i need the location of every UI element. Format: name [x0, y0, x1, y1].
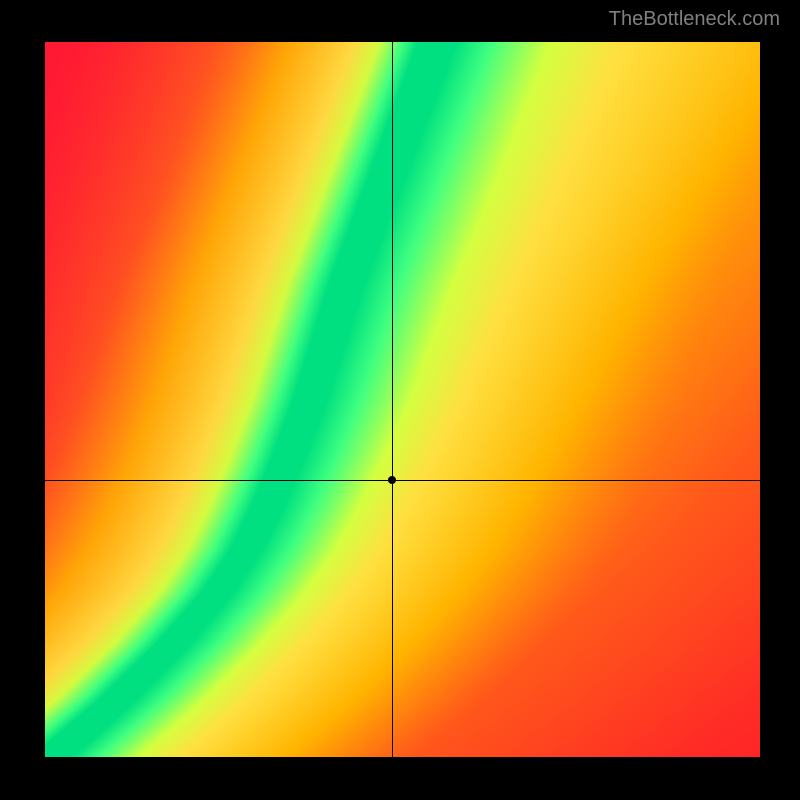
heatmap-canvas [45, 42, 760, 757]
watermark-text: TheBottleneck.com [609, 8, 780, 31]
plot-area [45, 42, 760, 757]
marker-point [388, 476, 396, 484]
chart-container: TheBottleneck.com [0, 0, 800, 800]
crosshair-vertical [392, 42, 393, 757]
crosshair-horizontal [45, 480, 760, 481]
